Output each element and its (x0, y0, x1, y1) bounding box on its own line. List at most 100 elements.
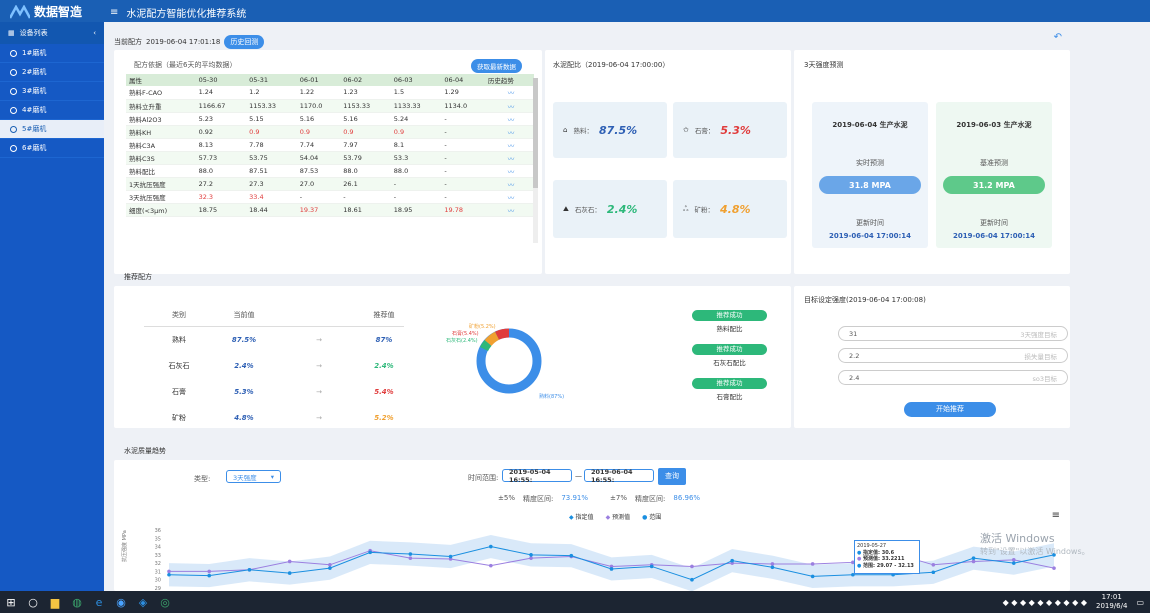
chrome-icon[interactable]: ◉ (116, 595, 126, 609)
specified-line-point[interactable] (770, 565, 775, 570)
trend-chart-icon[interactable]: 〰 (484, 86, 534, 100)
back-icon[interactable]: ↶ (1053, 32, 1062, 43)
specified-line-point[interactable] (328, 566, 332, 570)
table-cell: 1.23 (340, 86, 391, 100)
trend-chart-icon[interactable]: 〰 (484, 164, 534, 178)
predicted-line-point[interactable] (971, 559, 976, 564)
predicted-line-point[interactable] (1052, 566, 1056, 570)
specified-line-point[interactable] (368, 550, 372, 555)
query-button[interactable]: 查询 (658, 468, 686, 485)
specified-line-point[interactable] (167, 572, 171, 577)
predicted-line-point[interactable] (931, 563, 936, 567)
wechat-work-icon[interactable]: ◍ (72, 595, 82, 609)
predicted-line-point[interactable] (810, 562, 815, 566)
table-cell: 88.0 (195, 164, 247, 178)
start-recommend-button[interactable]: 开始推荐 (904, 402, 996, 417)
table-scrollbar[interactable] (533, 78, 538, 243)
fetch-data-button[interactable]: 获取最新数据 (471, 59, 522, 73)
sidebar-item-1[interactable]: 1#磨机 (0, 44, 104, 63)
specified-line-point[interactable] (931, 570, 936, 575)
specified-line-point[interactable] (489, 544, 493, 549)
trend-chart-icon[interactable]: 〰 (484, 177, 534, 191)
menu-icon[interactable]: ≡ (110, 7, 119, 18)
machine-icon (10, 106, 17, 114)
specified-line-point[interactable] (649, 564, 654, 569)
windows-start-icon[interactable]: ⊞ (6, 595, 16, 609)
specified-line-point[interactable] (851, 572, 855, 577)
predicted-line-point[interactable] (167, 569, 171, 574)
specified-line-point[interactable] (730, 558, 734, 563)
legend-item-specified[interactable]: ◆ 指定值 (569, 514, 594, 521)
specified-line-point[interactable] (207, 573, 212, 578)
sidebar-item-5[interactable]: 5#磨机 (0, 120, 104, 139)
chart-menu-icon[interactable]: ≡ (1051, 510, 1060, 521)
tray-icons[interactable]: ◆ ◆ ◆ ◆ ◆ ◆ ◆ ◆ ◆ ◆ (1002, 597, 1087, 607)
legend-item-range[interactable]: ● 范围 (642, 514, 662, 521)
trend-card: 类型: 3天强度 ▾ 时间范围: 2019-05-04 16:55: — 201… (114, 460, 1070, 591)
trend-chart-icon[interactable]: 〰 (484, 190, 534, 204)
sidebar-item-3[interactable]: 3#磨机 (0, 82, 104, 101)
sidebar-header[interactable]: ▦ 设备列表 ‹ (0, 22, 104, 44)
notification-icon[interactable]: ▭ (1136, 597, 1144, 607)
predicted-line-point[interactable] (489, 563, 493, 568)
predicted-line-point[interactable] (408, 556, 413, 560)
search-icon[interactable]: ○ (28, 595, 38, 609)
specified-line-point[interactable] (448, 554, 453, 559)
trend-chart-icon[interactable]: 〰 (484, 203, 534, 217)
sidebar-item-6[interactable]: 6#磨机 (0, 139, 104, 158)
predicted-line-point[interactable] (1011, 558, 1016, 562)
sidebar-item-4[interactable]: 4#磨机 (0, 101, 104, 120)
file-explorer-icon[interactable]: ▆ (50, 595, 60, 609)
specified-line-point[interactable] (971, 556, 976, 560)
trend-chart-icon[interactable]: 〰 (484, 125, 534, 139)
taskbar-date[interactable]: 2019/6/4 (1095, 602, 1128, 610)
specified-line-point[interactable] (1052, 553, 1056, 557)
trend-chart-icon[interactable]: 〰 (484, 138, 534, 152)
table-row: 3天抗压强度 32.3 33.4- - - - 〰 (126, 190, 534, 204)
date-to-input[interactable]: 2019-06-04 16:55: (584, 468, 654, 484)
predicted-line-point[interactable] (730, 561, 734, 565)
sidebar-item-2[interactable]: 2#磨机 (0, 63, 104, 82)
column-header: 06-02 (340, 74, 391, 86)
specified-line-point[interactable] (408, 552, 413, 556)
specified-line-point[interactable] (1011, 561, 1016, 565)
wechat-icon[interactable]: ◎ (160, 595, 170, 609)
taskbar-time[interactable]: 17:01 (1101, 593, 1122, 601)
trend-chart-icon[interactable]: 〰 (484, 99, 534, 113)
y-tick-label: 32 (155, 561, 161, 567)
trend-chart-icon[interactable]: 〰 (484, 112, 534, 126)
predicted-line-point[interactable] (448, 557, 453, 561)
target-input-3[interactable]: 2.4 so3目标 (838, 370, 1068, 385)
specified-line-point[interactable] (810, 574, 815, 579)
target-input-2[interactable]: 2.2 损失量目标 (838, 348, 1068, 363)
specified-line-point[interactable] (529, 553, 533, 557)
trend-chart-icon[interactable]: 〰 (484, 151, 534, 165)
chevron-left-icon[interactable]: ‹ (93, 29, 96, 37)
predicted-line-point[interactable] (287, 559, 292, 564)
ie-browser-icon[interactable]: e (95, 595, 103, 609)
specified-line-point[interactable] (569, 553, 574, 558)
predicted-line-point[interactable] (328, 563, 332, 567)
type-select[interactable]: 3天强度 ▾ (226, 470, 281, 483)
history-backtest-button[interactable]: 历史回测 (224, 35, 265, 49)
table-cell: 0.92 (195, 125, 247, 139)
predicted-line-point[interactable] (609, 564, 614, 569)
row-name: 熟料KH (126, 125, 196, 139)
donut-slice-gypsum (495, 328, 510, 340)
predicted-line-point[interactable] (207, 569, 212, 574)
specified-line-point[interactable] (609, 567, 614, 571)
specified-line-point[interactable] (287, 571, 292, 575)
target-input-1[interactable]: 31 3天强度目标 (838, 326, 1068, 341)
legend-item-predicted[interactable]: ◆ 预测值 (605, 514, 631, 521)
predicted-line-point[interactable] (770, 562, 775, 566)
teamviewer-icon[interactable]: ◈ (138, 595, 148, 609)
specified-line-point[interactable] (247, 567, 252, 572)
date-from-input[interactable]: 2019-05-04 16:55: (502, 468, 572, 484)
predicted-line-point[interactable] (690, 564, 694, 569)
specified-line-point[interactable] (690, 577, 694, 582)
predicted-line-point[interactable] (529, 556, 533, 560)
predicted-line-point[interactable] (851, 560, 855, 565)
sidebar-item-label: 6#磨机 (22, 144, 47, 152)
sidebar-item-label: 5#磨机 (22, 125, 47, 133)
table-cell: 19.78 (441, 203, 485, 217)
